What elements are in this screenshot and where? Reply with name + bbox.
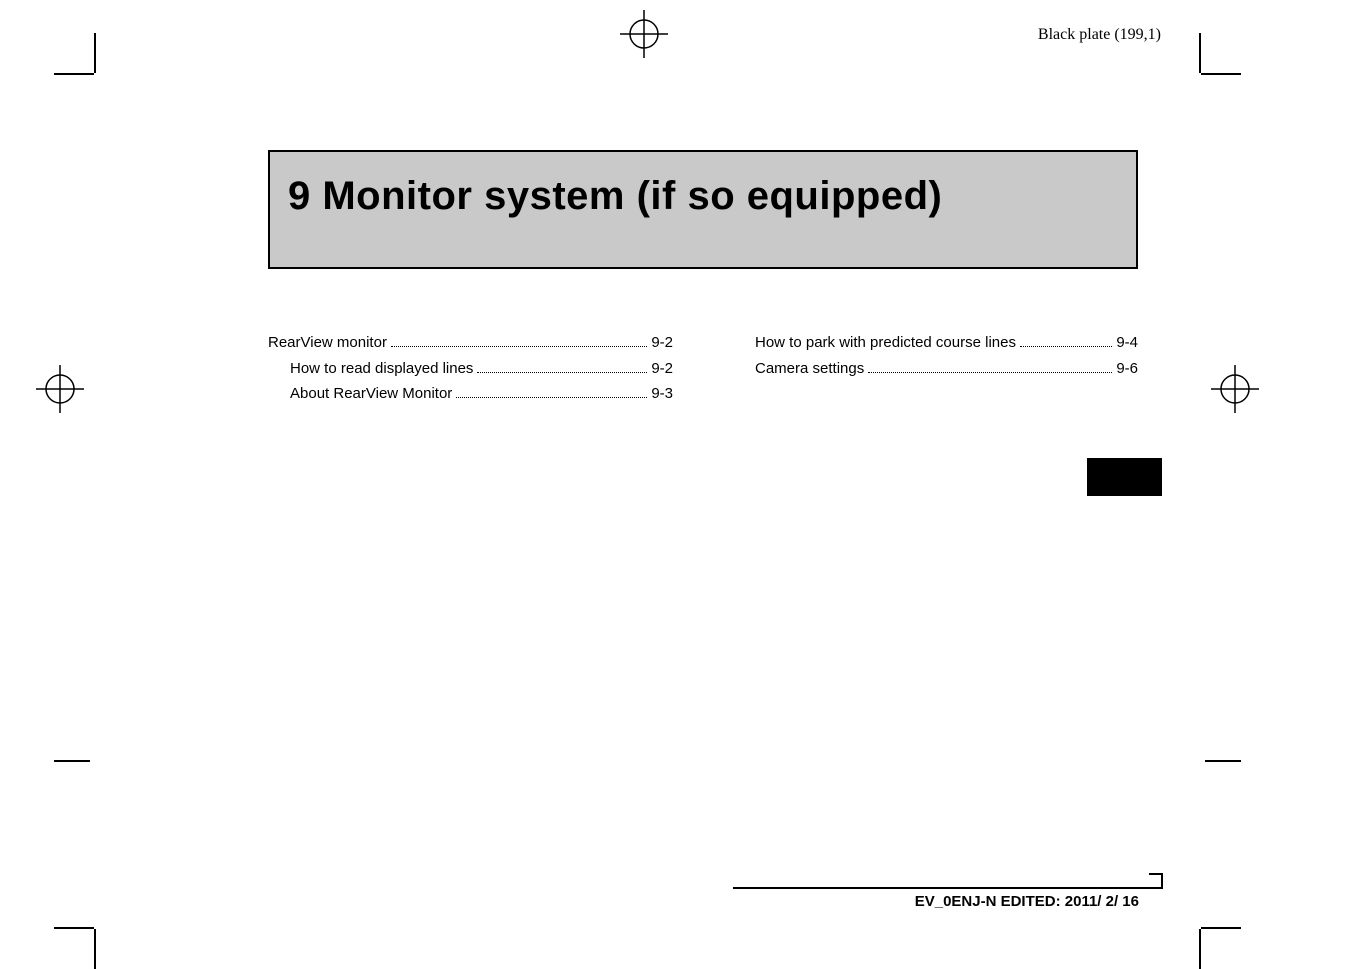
crop-mark (1201, 73, 1241, 75)
toc-column-left: RearView monitor9-2How to read displayed… (268, 330, 673, 407)
chapter-title-box: 9 Monitor system (if so equipped) (268, 150, 1138, 269)
chapter-title: 9 Monitor system (if so equipped) (288, 174, 1118, 219)
crop-mark (54, 927, 94, 929)
toc-entry-page: 9-3 (651, 381, 673, 407)
toc-column-right: How to park with predicted course lines 9… (733, 330, 1138, 407)
registration-mark-icon (620, 10, 668, 58)
crop-mark (1201, 927, 1241, 929)
toc-leader (477, 372, 647, 373)
crop-mark (94, 929, 96, 969)
registration-mark-icon (1211, 365, 1259, 413)
toc-entry-label: How to read displayed lines (290, 356, 473, 382)
toc-entry-label: RearView monitor (268, 330, 387, 356)
toc-entry-label: About RearView Monitor (290, 381, 452, 407)
chapter-title-block: 9 Monitor system (if so equipped) (268, 150, 1138, 269)
plate-note: Black plate (199,1) (1038, 26, 1161, 44)
toc-leader (456, 397, 647, 398)
toc-entry-label: Camera settings (755, 356, 864, 382)
toc-entry-page: 9-4 (1116, 330, 1138, 356)
registration-mark-icon (36, 365, 84, 413)
toc-entry-label: How to park with predicted course lines (755, 330, 1016, 356)
section-tab (1087, 458, 1162, 496)
toc-entry: How to park with predicted course lines 9… (733, 330, 1138, 356)
toc-leader (1020, 346, 1112, 347)
toc-entry-page: 9-2 (651, 330, 673, 356)
crop-mark (1199, 33, 1201, 73)
footer-text: EV_0ENJ-N EDITED: 2011/ 2/ 16 (915, 887, 1163, 910)
crop-mark (94, 33, 96, 73)
print-page: Black plate (199,1) 9 Monitor system (if… (0, 0, 1351, 954)
crop-mark (1205, 760, 1241, 762)
toc-entry: About RearView Monitor 9-3 (268, 381, 673, 407)
footer-rule (733, 887, 1163, 889)
toc-entry-page: 9-6 (1116, 356, 1138, 382)
toc-entry: RearView monitor 9-2 (268, 330, 673, 356)
toc-leader (868, 372, 1112, 373)
toc-leader (391, 346, 647, 347)
crop-mark (54, 73, 94, 75)
toc-entry: How to read displayed lines 9-2 (268, 356, 673, 382)
crop-mark (1199, 929, 1201, 969)
table-of-contents: RearView monitor9-2How to read displayed… (268, 330, 1138, 407)
crop-mark (54, 760, 90, 762)
footer-rule (1161, 873, 1163, 887)
toc-entry: Camera settings 9-6 (733, 356, 1138, 382)
footer: EV_0ENJ-N EDITED: 2011/ 2/ 16 (915, 887, 1163, 910)
toc-entry-page: 9-2 (651, 356, 673, 382)
